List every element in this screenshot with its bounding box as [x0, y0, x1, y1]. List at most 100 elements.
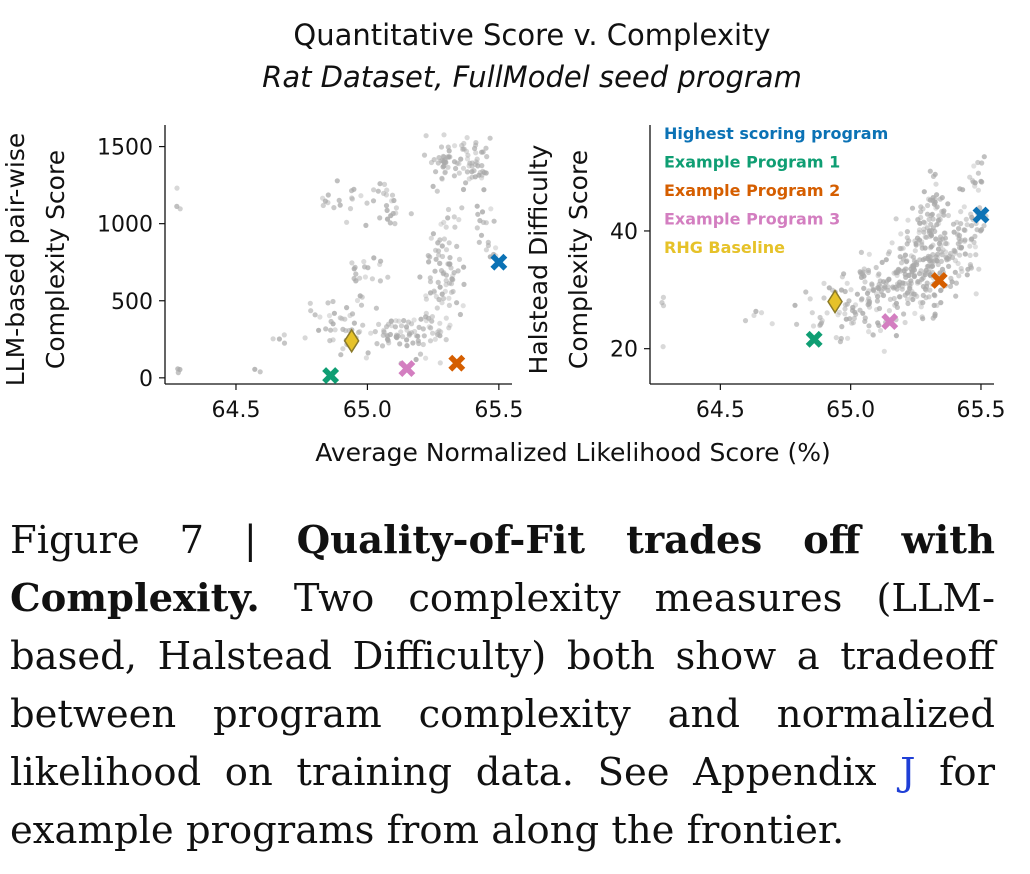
scatter-point — [437, 320, 443, 326]
scatter-point — [979, 227, 985, 233]
scatter-point — [920, 283, 927, 290]
scatter-point — [351, 186, 357, 192]
scatter-point — [479, 209, 486, 215]
scatter-point — [915, 216, 921, 222]
scatter-point — [979, 179, 985, 185]
y-tick-label: 500 — [111, 290, 153, 315]
scatter-point — [952, 250, 959, 256]
caption-text-end: for example programs from along the fron… — [10, 750, 995, 853]
y-axis-label: Complexity Score — [41, 150, 70, 369]
scatter-point — [976, 266, 982, 272]
scatter-point — [910, 254, 917, 260]
scatter-point — [456, 256, 463, 262]
scatter-point — [379, 343, 386, 349]
appendix-link[interactable]: J — [900, 750, 916, 795]
scatter-point — [447, 255, 453, 261]
scatter-point — [325, 300, 331, 306]
scatter-point — [446, 295, 452, 301]
scatter-point — [417, 274, 423, 280]
scatter-point — [369, 276, 375, 282]
scatter-point — [901, 268, 907, 274]
scatter-point — [488, 206, 494, 212]
y-tick-label: 0 — [139, 367, 153, 392]
scatter-point — [891, 295, 897, 302]
scatter-point — [929, 258, 935, 264]
y-axis-label: LLM-based pair-wise — [1, 133, 30, 387]
scatter-point — [458, 156, 464, 162]
scatter-point — [753, 308, 759, 314]
scatter-point — [434, 188, 440, 194]
scatter-point — [944, 241, 950, 247]
scatter-point — [342, 316, 348, 322]
scatter-point — [864, 290, 871, 296]
scatter-point — [427, 338, 434, 344]
scatter-point — [905, 289, 912, 295]
scatter-point — [889, 240, 895, 246]
scatter-point — [933, 236, 939, 242]
scatter-point — [865, 298, 871, 304]
y-tick-label: 20 — [610, 338, 638, 363]
scatter-point — [451, 159, 458, 165]
scatter-point — [371, 187, 377, 193]
scatter-point — [842, 306, 848, 312]
scatter-point — [454, 300, 460, 306]
example-program-1-marker — [805, 330, 823, 348]
scatter-point — [453, 165, 459, 172]
scatter-point — [803, 289, 809, 295]
legend-entry: RHG Baseline — [664, 238, 785, 257]
scatter-point — [349, 260, 355, 266]
scatter-point — [441, 219, 447, 225]
scatter-point — [447, 322, 453, 328]
scatter-point — [920, 300, 926, 306]
scatter-point — [870, 287, 877, 294]
y-axis-label: Halstead Difficulty — [524, 144, 553, 374]
scatter-point — [957, 186, 963, 192]
left-chart: 64.5 65.0 65.5 0 500 1000 1500 LLM-based pair-w… — [1, 125, 523, 423]
scatter-point — [973, 252, 979, 258]
scatter-point — [381, 190, 387, 196]
scatter-point — [866, 323, 872, 329]
scatter-point — [880, 292, 887, 299]
scatter-point — [950, 221, 957, 227]
scatter-point — [927, 245, 934, 251]
scatter-point — [923, 287, 929, 293]
scatter-point — [924, 280, 930, 286]
scatter-point — [177, 206, 183, 212]
scatter-point — [915, 279, 921, 285]
scatter-point — [456, 161, 462, 167]
scatter-point — [904, 296, 911, 302]
scatter-point — [875, 320, 881, 326]
scatter-point — [434, 329, 440, 335]
x-tick-label: 65.5 — [956, 398, 1005, 423]
scatter-point — [415, 338, 421, 344]
scatter-point — [938, 242, 944, 248]
scatter-point — [360, 322, 366, 328]
scatter-point — [742, 318, 749, 324]
scatter-point — [474, 225, 480, 231]
scatter-point — [442, 169, 448, 175]
scatter-point — [927, 287, 933, 293]
scatter-point — [913, 242, 919, 248]
scatter-point — [886, 276, 892, 283]
scatter-point — [465, 152, 471, 158]
scatter-point — [852, 309, 858, 315]
scatter-point — [430, 183, 436, 189]
scatter-point — [483, 145, 489, 151]
scatter-point — [375, 188, 381, 194]
scatter-point — [425, 253, 431, 259]
scatter-point — [429, 318, 435, 324]
scatter-point — [928, 232, 935, 239]
shared-x-axis-label: Average Normalized Likelihood Score (%) — [315, 438, 831, 467]
scatter-point — [438, 144, 445, 150]
scatter-point — [456, 217, 462, 223]
scatter-point — [937, 234, 944, 240]
scatter-point — [378, 258, 384, 264]
scatter-cloud — [659, 154, 989, 354]
y-tick-label: 1000 — [97, 213, 153, 238]
scatter-point — [349, 195, 355, 201]
scatter-point — [446, 148, 452, 154]
scatter-point — [917, 220, 923, 226]
scatter-point — [858, 274, 865, 280]
scatter-point — [393, 318, 399, 324]
scatter-point — [327, 338, 333, 344]
